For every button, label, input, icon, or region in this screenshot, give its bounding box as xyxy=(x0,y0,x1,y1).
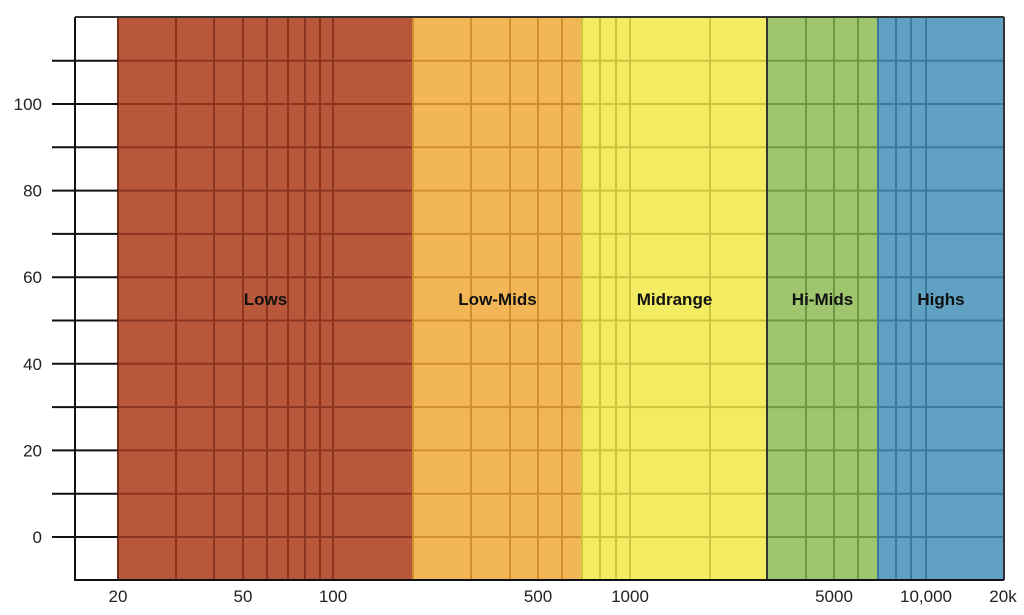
x-tick-label: 500 xyxy=(524,587,552,606)
y-tick-label: 100 xyxy=(14,95,42,114)
band-label: Midrange xyxy=(637,290,713,309)
labels-layer: Lows Low-Mids Midrange Hi-Mids Highs 0 20 40 60 8… xyxy=(14,95,1018,606)
x-tick-label: 50 xyxy=(234,587,253,606)
band-label: Hi-Mids xyxy=(792,290,853,309)
x-tick-label: 20k xyxy=(989,587,1017,606)
x-tick-label: 1000 xyxy=(611,587,649,606)
band-label: Highs xyxy=(917,290,964,309)
y-tick-label: 0 xyxy=(33,528,42,547)
y-tick-label: 60 xyxy=(23,268,42,287)
x-tick-label: 5000 xyxy=(815,587,853,606)
x-tick-label: 20 xyxy=(109,587,128,606)
axes-layer xyxy=(52,16,1005,581)
y-tick-label: 20 xyxy=(23,441,42,460)
band-highs xyxy=(878,17,1004,580)
y-tick-label: 80 xyxy=(23,182,42,201)
band-lows xyxy=(118,17,413,580)
band-midrange xyxy=(582,17,767,580)
band-hi-mids xyxy=(767,17,878,580)
band-low-mids xyxy=(413,17,582,580)
x-tick-label: 10,000 xyxy=(900,587,952,606)
y-tick-label: 40 xyxy=(23,355,42,374)
band-label: Low-Mids xyxy=(458,290,536,309)
bands-layer xyxy=(118,17,1004,580)
grid-layer xyxy=(117,17,1004,580)
x-tick-label: 100 xyxy=(319,587,347,606)
band-label: Lows xyxy=(244,290,287,309)
